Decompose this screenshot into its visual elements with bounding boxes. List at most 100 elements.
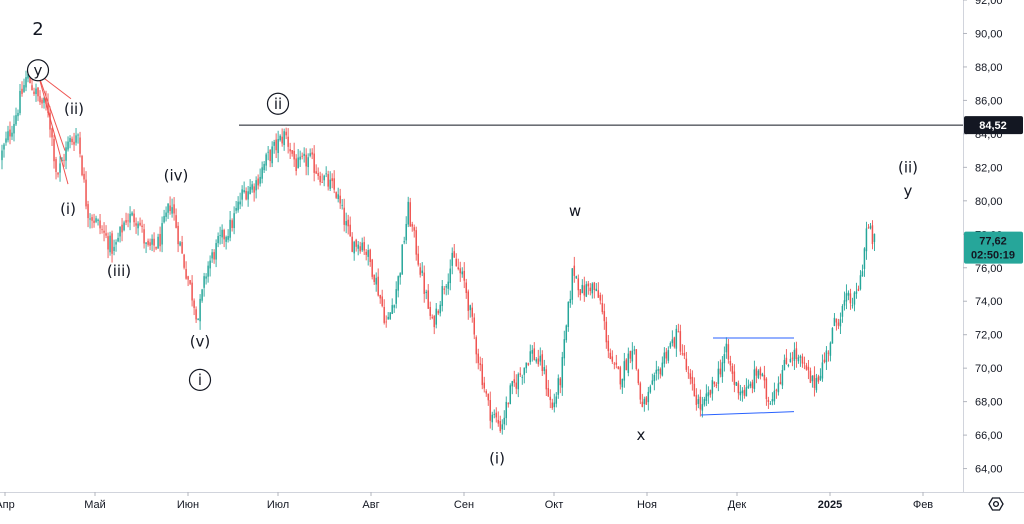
candle <box>763 374 766 381</box>
candle <box>843 300 846 306</box>
candle <box>15 115 17 125</box>
candle <box>37 87 39 97</box>
candle <box>481 364 483 386</box>
candle <box>485 391 487 394</box>
candle <box>331 178 333 182</box>
candle <box>159 233 161 247</box>
candle <box>277 138 279 154</box>
candle <box>183 254 185 268</box>
candle <box>19 90 21 114</box>
candle <box>527 363 530 365</box>
candle <box>799 356 802 358</box>
candle <box>127 220 129 222</box>
candle <box>679 331 682 352</box>
candle <box>671 339 674 344</box>
candle <box>437 310 439 314</box>
candle <box>503 417 506 425</box>
candle <box>791 357 794 359</box>
candle <box>823 359 826 363</box>
candle <box>43 97 45 103</box>
horizontal-line-price-badge: 84,52 <box>964 116 1023 135</box>
candle <box>769 403 772 405</box>
candle <box>715 384 718 386</box>
candle <box>599 295 602 301</box>
candle <box>477 353 479 364</box>
candle <box>291 150 293 154</box>
candle <box>657 369 660 371</box>
candle <box>579 289 582 295</box>
candle <box>265 154 267 166</box>
candle <box>621 378 624 388</box>
candle <box>285 131 287 136</box>
candle <box>23 85 25 92</box>
time-tick-label: Дек <box>728 499 747 511</box>
candle <box>121 224 123 233</box>
candle <box>733 371 736 385</box>
candle <box>359 246 361 252</box>
candle <box>489 400 491 421</box>
candle <box>115 242 117 245</box>
candle <box>371 259 373 277</box>
candle <box>871 225 874 245</box>
wave-label: y <box>904 182 913 200</box>
candle <box>589 287 592 292</box>
candle <box>87 204 89 219</box>
trendline[interactable] <box>37 73 66 151</box>
wave-label: (i) <box>60 200 76 218</box>
candle <box>173 204 175 214</box>
time-axis[interactable]: Апр Май Июн Июл Авг Сен Окт Ноя Дек 2025 Фев <box>0 492 933 511</box>
candle <box>601 303 604 313</box>
candle <box>157 236 159 249</box>
candle <box>473 317 475 335</box>
candle <box>833 317 836 327</box>
candle <box>699 396 702 410</box>
candle <box>337 194 339 200</box>
candle <box>197 318 199 320</box>
time-tick-label: Окт <box>545 499 564 511</box>
candle <box>797 357 800 362</box>
candle <box>21 88 23 94</box>
settings-hexagon-icon[interactable] <box>988 497 1004 511</box>
wave-label-circled: y <box>26 59 50 82</box>
candle <box>279 135 281 141</box>
wave-label: 2 <box>32 19 43 40</box>
candle <box>85 179 87 207</box>
candle <box>31 85 33 91</box>
candle <box>785 357 788 364</box>
candle <box>617 366 620 369</box>
candle <box>409 202 411 227</box>
candle <box>807 366 810 371</box>
candle <box>235 207 237 211</box>
candle <box>309 153 311 156</box>
candle <box>713 381 716 385</box>
trendline[interactable] <box>700 411 795 416</box>
candle <box>663 352 666 364</box>
trendline[interactable] <box>37 73 69 185</box>
candle <box>103 230 105 233</box>
candle <box>747 385 750 389</box>
candle <box>731 365 734 374</box>
candle <box>193 300 195 308</box>
candle <box>587 283 590 287</box>
candle <box>295 158 297 171</box>
candle <box>447 281 449 289</box>
candle <box>155 246 157 249</box>
candle <box>689 373 692 380</box>
candle <box>449 268 451 284</box>
candle <box>535 359 538 362</box>
candle <box>821 362 824 379</box>
candle <box>507 403 510 405</box>
candle <box>415 230 417 255</box>
candle <box>655 369 658 374</box>
candle <box>455 258 457 267</box>
candle <box>873 233 876 242</box>
candle <box>141 225 143 227</box>
candle <box>329 179 331 189</box>
candle <box>795 348 798 360</box>
candle <box>431 317 433 318</box>
candle <box>191 282 193 301</box>
candle <box>385 321 387 323</box>
time-tick-label: Апр <box>0 499 15 511</box>
